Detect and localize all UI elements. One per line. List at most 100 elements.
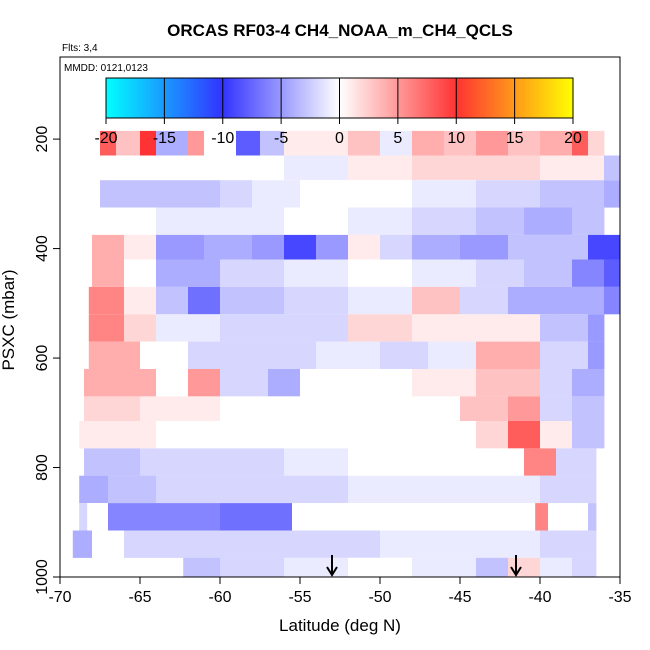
heatmap-cell <box>444 130 477 156</box>
heatmap-cell <box>548 503 589 531</box>
heatmap-cell <box>260 130 285 156</box>
heatmap-cell <box>348 421 413 449</box>
y-tick-label: 200 <box>34 126 51 153</box>
colorbar-tick-label: 15 <box>506 130 524 147</box>
colorbar-tick-label: -15 <box>153 130 176 147</box>
heatmap-cell <box>524 448 557 476</box>
heatmap-cell <box>220 259 285 287</box>
heatmap-cell <box>220 314 285 342</box>
heatmap-cell <box>252 341 317 369</box>
heatmap-cell <box>540 341 589 369</box>
heatmap-cell <box>220 207 285 235</box>
heatmap-cell <box>220 503 293 531</box>
heatmap-cell <box>508 234 541 260</box>
y-axis: 200 400 600 800 1000 <box>34 126 60 595</box>
chart-annotation: MMDD: 0121,0123 <box>64 63 148 74</box>
heatmap-cell <box>220 369 269 397</box>
heatmap-cell <box>572 207 605 235</box>
heatmap-cell <box>476 503 536 531</box>
heatmap-cell <box>556 448 597 476</box>
heatmap-cell <box>444 530 493 558</box>
heatmap-cell <box>124 314 157 342</box>
heatmap-cell <box>87 503 109 531</box>
heatmap-cell <box>84 448 141 476</box>
heatmap-cell <box>220 396 285 421</box>
heatmap-cell <box>100 180 157 208</box>
heatmap-cell <box>100 207 157 235</box>
heatmap-cell <box>412 180 477 208</box>
heatmap-cell <box>252 234 285 260</box>
x-tick-label: -35 <box>608 589 631 606</box>
heatmap-cell <box>604 180 621 208</box>
heatmap-cell <box>156 259 221 287</box>
heatmap-cell <box>540 234 589 260</box>
heatmap-cell <box>188 341 253 369</box>
heatmap-cell <box>156 130 189 156</box>
heatmap-cell <box>292 503 365 531</box>
heatmap-cell <box>284 130 317 156</box>
heatmap-cell <box>124 286 157 315</box>
heatmap-cell <box>588 234 621 260</box>
heatmap-cell <box>572 130 589 156</box>
heatmap-cell <box>364 503 429 531</box>
heatmap-cell <box>156 475 221 504</box>
heatmap-cell <box>508 421 541 449</box>
heatmap-cell <box>588 341 605 369</box>
heatmap-cell <box>140 396 221 421</box>
heatmap-cell <box>348 448 413 476</box>
heatmap-cell <box>412 448 477 476</box>
heatmap-cell <box>476 448 525 476</box>
colorbar-tick-label: 0 <box>335 130 344 147</box>
heatmap-cell <box>284 421 349 449</box>
heatmap-cell <box>460 234 509 260</box>
heatmap-cell <box>140 341 189 369</box>
heatmap-cell <box>108 503 157 531</box>
heatmap-cell <box>188 369 221 397</box>
heatmap-cell <box>572 557 597 577</box>
heatmap-cell <box>220 180 253 208</box>
heatmap-cell <box>428 341 477 369</box>
heatmap-cell <box>508 557 541 577</box>
heatmap-cell <box>572 369 605 397</box>
heatmap-cell <box>412 130 445 156</box>
heatmap-cell <box>316 530 381 558</box>
heatmap-cell <box>316 341 381 369</box>
heatmap-cell <box>348 234 381 260</box>
heatmap-cell <box>540 421 573 449</box>
heatmap-cell <box>84 396 141 421</box>
arrow-head <box>326 566 338 577</box>
heatmap-cell <box>348 207 413 235</box>
heatmap-cell <box>220 421 285 449</box>
heatmap-cell <box>588 530 597 558</box>
latitude-markers <box>326 555 522 577</box>
y-tick-label: 600 <box>34 345 51 372</box>
colorbar-tick-label: -10 <box>211 130 234 147</box>
heatmap-cell <box>284 448 349 476</box>
heatmap-cell <box>183 557 221 577</box>
heatmap-cell <box>588 503 597 531</box>
heatmap-cell <box>540 475 589 504</box>
heatmap-cell <box>316 234 349 260</box>
heatmap-cell <box>412 314 477 342</box>
heatmap-cell <box>79 503 88 531</box>
x-tick-label: -60 <box>208 589 231 606</box>
heatmap-cell <box>412 286 461 315</box>
colorbar-tick-label: 20 <box>564 130 582 147</box>
heatmap-cell <box>124 530 189 558</box>
heatmap-cell <box>284 396 349 421</box>
heatmap-cell <box>524 207 573 235</box>
heatmap-cell <box>124 259 157 287</box>
heatmap-cell <box>476 369 541 397</box>
colorbar-tick-label: 5 <box>393 130 402 147</box>
heatmap-cell <box>460 396 509 421</box>
heatmap-cell <box>252 180 301 208</box>
heatmap-cell <box>284 155 349 181</box>
heatmap-cell <box>140 448 221 476</box>
heatmap-cell <box>476 207 525 235</box>
heatmap-cell <box>556 286 605 315</box>
heatmap-cell <box>348 369 413 397</box>
heatmap-cell <box>588 130 605 156</box>
heatmap-cell <box>204 234 253 260</box>
heatmap-cell <box>412 259 477 287</box>
heatmap-cell <box>156 180 221 208</box>
